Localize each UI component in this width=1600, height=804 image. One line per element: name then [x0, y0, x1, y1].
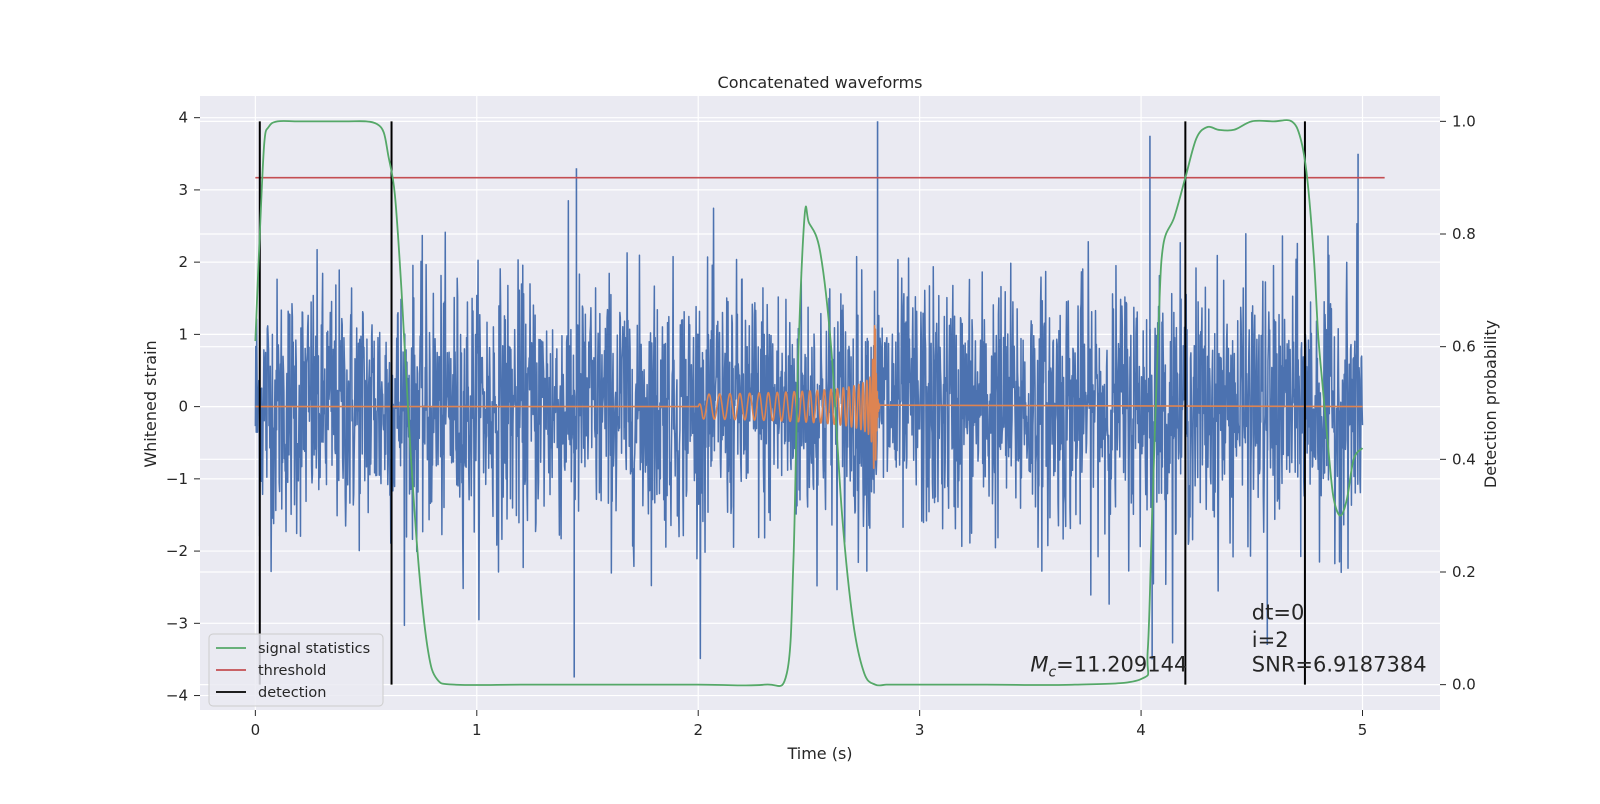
y-tick-label: 1: [178, 325, 188, 343]
legend-box: [208, 633, 384, 707]
annotation-snr: SNR=6.9187384: [1252, 653, 1427, 677]
right-axis-ticks: 0.0 0.2 0.4 0.6 0.8 1.0: [1440, 112, 1476, 694]
y-axis-label: Whitened strain: [141, 340, 160, 467]
y-right-tick-label: 0.4: [1452, 450, 1476, 468]
whitened-strain-line: [254, 200, 1364, 660]
y-tick-label: 3: [178, 181, 188, 199]
y-right-tick-label: 0.8: [1452, 225, 1476, 243]
y-tick-label: −1: [166, 470, 188, 488]
y-axis-label-right: Detection probability: [1481, 320, 1500, 488]
y-tick-label: 0: [178, 398, 188, 416]
signal-statistics-line: [254, 119, 1364, 687]
chart-title: Concatenated waveforms: [718, 73, 923, 92]
x-tick-label: 4: [1136, 721, 1146, 739]
x-tick-label: 2: [693, 721, 703, 739]
x-tick-label: 0: [251, 721, 261, 739]
y-tick-label: 2: [178, 253, 188, 271]
annotation-dt: dt=0: [1252, 601, 1305, 625]
legend: signal statistics threshold detection: [208, 633, 384, 707]
y-right-tick-label: 1.0: [1452, 112, 1476, 130]
x-axis-label: Time (s): [786, 744, 852, 763]
y-tick-label: 4: [178, 109, 188, 127]
annotation-chirp-mass: Mc=11.209144: [1030, 653, 1187, 681]
annotation-i: i=2: [1252, 628, 1289, 652]
legend-label-threshold: threshold: [258, 663, 326, 679]
y-right-tick-label: 0.0: [1452, 676, 1476, 694]
legend-label-detection: detection: [258, 685, 326, 701]
y-tick-label: −4: [166, 687, 188, 705]
annotation-chirp-mass-symbol: M: [1030, 653, 1048, 677]
annotation-chirp-mass-value: =11.209144: [1056, 653, 1187, 677]
bottom-axis-ticks: 0 1 2 3 4 5: [251, 710, 1368, 739]
x-tick-label: 5: [1358, 721, 1368, 739]
y-tick-label: −3: [166, 614, 188, 632]
y-tick-label: −2: [166, 542, 188, 560]
series-layer: [254, 119, 1385, 687]
y-right-tick-label: 0.6: [1452, 338, 1476, 356]
annotation-chirp-mass-subscript: c: [1048, 665, 1056, 681]
y-right-tick-label: 0.2: [1452, 563, 1476, 581]
annotations: dt=0 i=2 SNR=6.9187384 Mc=11.209144: [1030, 601, 1426, 681]
legend-label-signal-statistics: signal statistics: [258, 641, 370, 657]
left-axis-ticks: −4 −3 −2 −1 0 1 2 3 4: [166, 109, 200, 705]
x-tick-label: 1: [472, 721, 482, 739]
injected-waveform-line: [255, 324, 1363, 469]
x-tick-label: 3: [915, 721, 925, 739]
